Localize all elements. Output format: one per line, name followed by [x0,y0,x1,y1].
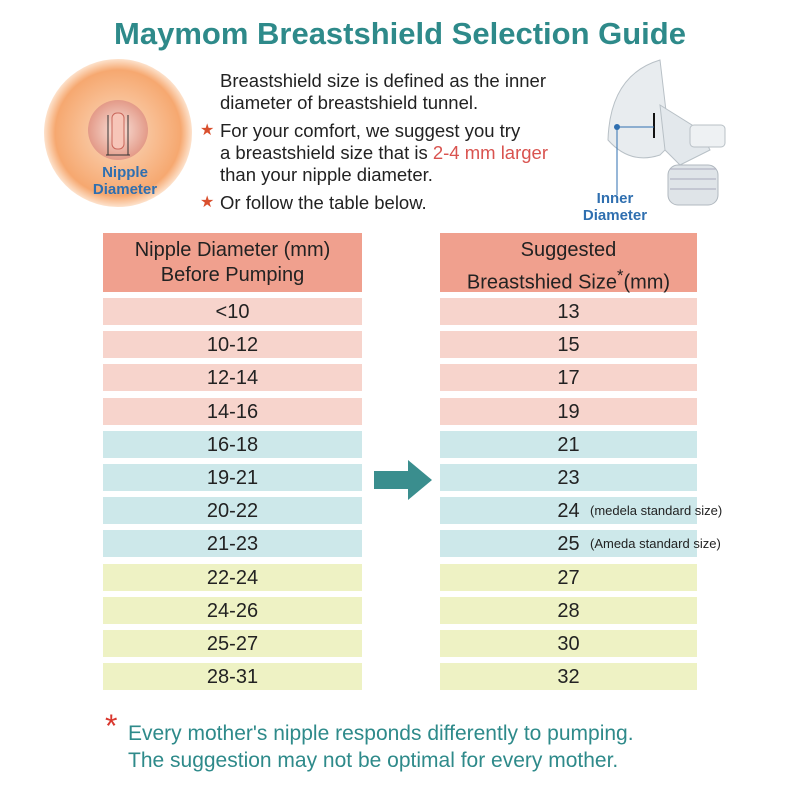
size-value: 27 [557,566,580,589]
size-value: 13 [557,301,580,323]
right-cell: 13 [440,298,697,325]
size-value: 28 [557,599,580,622]
left-cell: 22-24 [103,563,362,591]
text-line: For your comfort, we suggest you try [220,120,521,141]
left-cell: 20-22 [103,497,362,525]
left-cell: 16-18 [103,430,362,458]
text-line: diameter of breastshield tunnel. [220,92,479,113]
breastshield-illustration [607,59,726,206]
header-line: Nipple Diameter (mm) [134,239,331,261]
header-line: Breastshied Size [466,271,617,294]
right-cell: 19 [440,397,697,425]
right-cell: 32 [440,663,697,691]
right-cell: 21 [440,430,697,458]
left-cell: 25-27 [103,630,362,657]
shield-label: Diameter [582,207,648,224]
left-cell: 12-14 [103,364,362,392]
asterisk: * [616,266,624,285]
right-cell: 15 [440,331,697,359]
follow: ★ Or follow the table below. [200,192,427,214]
highlight: 2-4 mm larger [432,142,548,163]
right-cell: 28 [440,596,697,624]
unit: (mm) [623,271,671,294]
left-cell: <10 [103,298,362,325]
nipple-label: Diameter [92,181,158,198]
right-cell: 23 [440,464,697,491]
size-value: 15 [557,334,580,357]
nipple-illustration [44,59,192,207]
arrow [374,460,432,500]
size-value: 23 [557,467,580,489]
footnote-asterisk: * [105,708,118,744]
text-line: Or follow the table below. [220,192,427,213]
left-cell: 14-16 [103,397,362,425]
text-line: Breastshield size is defined as the inne… [220,70,546,91]
right-cell: 25 (Ameda standard size) [440,530,721,558]
size-note: (medela standard size) [590,503,723,519]
left-cell: 10-12 [103,331,362,359]
size-value: 24 [557,500,580,523]
right-cell: 24 (medela standard size) [440,497,722,525]
right-header: Suggested Breastshied Size*(mm) [440,233,697,294]
left-cell: 28-31 [103,663,362,691]
right-cell: 27 [440,563,697,591]
size-value: 25 [557,533,580,556]
size-value: 17 [557,367,580,390]
comfort: ★ For your comfort, we suggest you try a… [200,120,548,186]
bullet: ★ [200,194,215,211]
title: Maymom Breastshield Selection Guide [114,16,686,51]
left-cell: 24-26 [103,596,362,624]
header-line: Before Pumping [160,264,305,286]
size-value: 21 [557,433,580,456]
footnote: Every mother's nipple responds different… [128,720,634,774]
shield-label: Inner [596,190,634,207]
size-value: 32 [557,666,580,689]
text-line: a breastshield size that is [220,142,428,163]
footnote-line: The suggestion may not be optimal for ev… [128,749,619,772]
text-line: than your nipple diameter. [220,164,433,185]
bullet: ★ [200,122,215,139]
size-note: (Ameda standard size) [590,536,721,552]
header-line: Suggested [520,239,617,261]
size-value: 30 [557,633,580,655]
left-cell: 19-21 [103,464,362,491]
right-cell: 17 [440,364,697,392]
definition: Breastshield size is defined as the inne… [220,70,546,114]
left-header: Nipple Diameter (mm) Before Pumping [103,233,362,292]
left-cell: 21-23 [103,530,362,558]
footnote-line: Every mother's nipple responds different… [128,722,634,745]
size-value: 19 [557,400,580,423]
right-cell: 30 [440,630,697,657]
nipple-label: Nipple [102,164,148,181]
